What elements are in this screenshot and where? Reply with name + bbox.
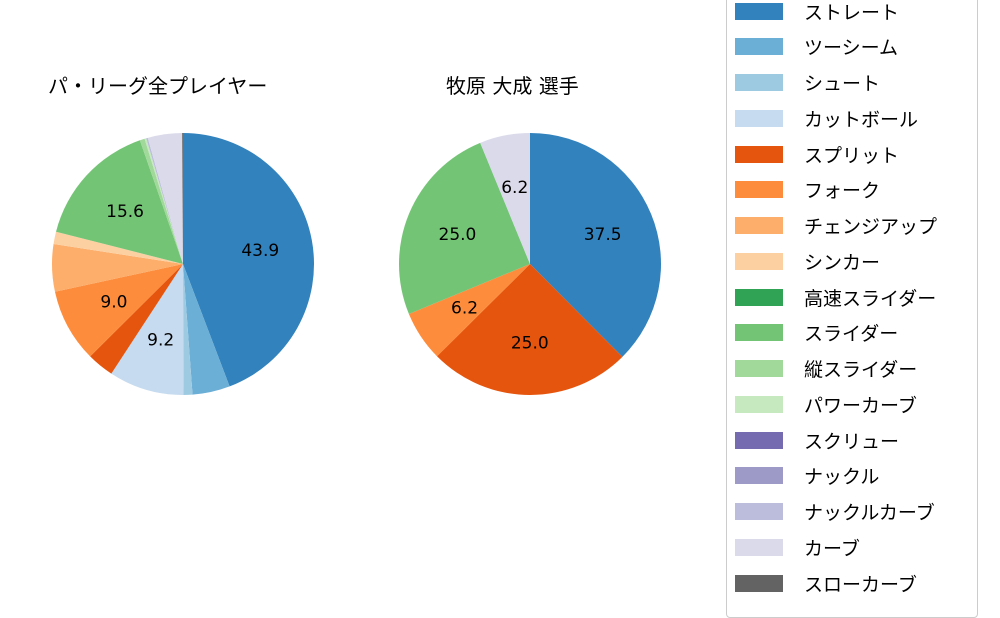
slice-value-label: 9.0: [100, 293, 127, 313]
pie-slice: [146, 137, 183, 264]
legend-label: シュート: [804, 73, 881, 95]
legend-item: カットボール: [735, 106, 919, 131]
legend: ストレートツーシームシュートカットボール スプリットフォークチェンジアップ シンカー…: [726, 0, 978, 618]
legend-item: スクリュー: [735, 428, 900, 453]
legend-swatch: [735, 217, 783, 234]
legend-label: 高速スライダー: [804, 287, 937, 310]
legend-swatch: [735, 467, 783, 485]
pie-slice: [183, 133, 314, 387]
legend-swatch: [735, 360, 783, 377]
legend-item: ストレート: [735, 0, 900, 24]
legend-swatch: [735, 145, 783, 163]
pie-slice: [183, 264, 230, 395]
legend-item: スライダー: [735, 321, 898, 345]
pie-slice: [147, 133, 183, 264]
pie-slice: [437, 264, 623, 395]
pie-slice: [54, 264, 183, 357]
pie-slice: [182, 133, 183, 264]
slice-value-label: 25.0: [511, 334, 549, 354]
legend-item: スプリット: [735, 142, 900, 167]
pie-slice: [90, 264, 183, 374]
pie-player: 37.5 25.0 6.2 25.0 6.2: [399, 133, 661, 395]
pie-slice: [408, 264, 530, 357]
legend-label: スライダー: [804, 323, 899, 346]
legend-label: カットボール: [804, 108, 919, 131]
slice-value-label: 43.9: [241, 241, 279, 261]
legend-label: スローカーブ: [804, 573, 917, 596]
legend-item: ナックル: [735, 464, 879, 488]
legend-label: スクリュー: [804, 430, 900, 453]
pie-slice: [183, 264, 193, 395]
legend-swatch: [735, 538, 783, 556]
legend-item: シンカー: [735, 249, 881, 274]
legend-swatch: [735, 288, 783, 306]
pie-slice: [530, 133, 661, 357]
pie-slice: [139, 138, 183, 264]
slice-value-label: 37.5: [584, 225, 622, 245]
pie-slice: [56, 140, 183, 264]
legend-swatch: [735, 38, 783, 56]
legend-label: 縦スライダー: [804, 359, 918, 381]
legend-item: シュート: [735, 71, 880, 95]
legend-swatch: [735, 431, 783, 449]
pie-slice: [111, 264, 184, 395]
legend-swatch: [735, 395, 783, 413]
slice-value-label: 9.2: [147, 330, 174, 350]
legend-item: カーブ: [735, 535, 860, 560]
slice-value-label: 6.2: [451, 299, 478, 319]
legend-swatch: [735, 324, 783, 342]
legend-swatch: [735, 109, 783, 127]
legend-swatch: [735, 503, 783, 520]
legend-label: ツーシーム: [804, 37, 899, 60]
left-chart-title: パ・リーグ全プレイヤー: [48, 74, 268, 98]
legend-swatch: [735, 2, 783, 20]
legend-label: ナックルカーブ: [804, 502, 935, 524]
legend-label: カーブ: [804, 537, 860, 560]
legend-item: フォーク: [735, 178, 880, 202]
legend-label: ナックル: [804, 466, 880, 489]
pie-slice: [51, 243, 183, 292]
legend-label: シンカー: [804, 251, 881, 274]
legend-item: ナックルカーブ: [735, 500, 935, 524]
legend-item: パワーカーブ: [735, 392, 917, 417]
legend-item: ツーシーム: [735, 35, 898, 59]
legend-label: フォーク: [804, 180, 881, 203]
legend-label: ストレート: [804, 1, 900, 24]
right-chart-title: 牧原 大成 選手: [446, 74, 579, 98]
slice-value-label: 6.2: [501, 178, 528, 198]
pie-slice: [399, 142, 530, 314]
legend-swatch: [735, 252, 783, 270]
legend-swatch: [735, 574, 783, 592]
pie-charts: 43.9 9.2 9.0 15.6 37.5 25.0 6.2 25.0 6.2: [51, 133, 661, 395]
legend-item: チェンジアップ: [735, 214, 937, 238]
legend-item: 縦スライダー: [735, 357, 917, 381]
pie-league-all: 43.9 9.2 9.0 15.6: [51, 133, 314, 395]
legend-item: 高速スライダー: [735, 285, 937, 310]
legend-label: パワーカーブ: [804, 394, 917, 417]
pie-slice: [480, 133, 530, 264]
slice-value-label: 25.0: [439, 225, 477, 245]
pie-slice: [53, 231, 183, 264]
legend-swatch: [735, 74, 783, 91]
legend-swatch: [735, 181, 783, 199]
legend-label: チェンジアップ: [804, 216, 938, 238]
pie-slice: [144, 138, 183, 264]
legend-label: スプリット: [804, 144, 900, 167]
legend-item: スローカーブ: [735, 571, 917, 596]
slice-value-label: 15.6: [106, 202, 144, 222]
